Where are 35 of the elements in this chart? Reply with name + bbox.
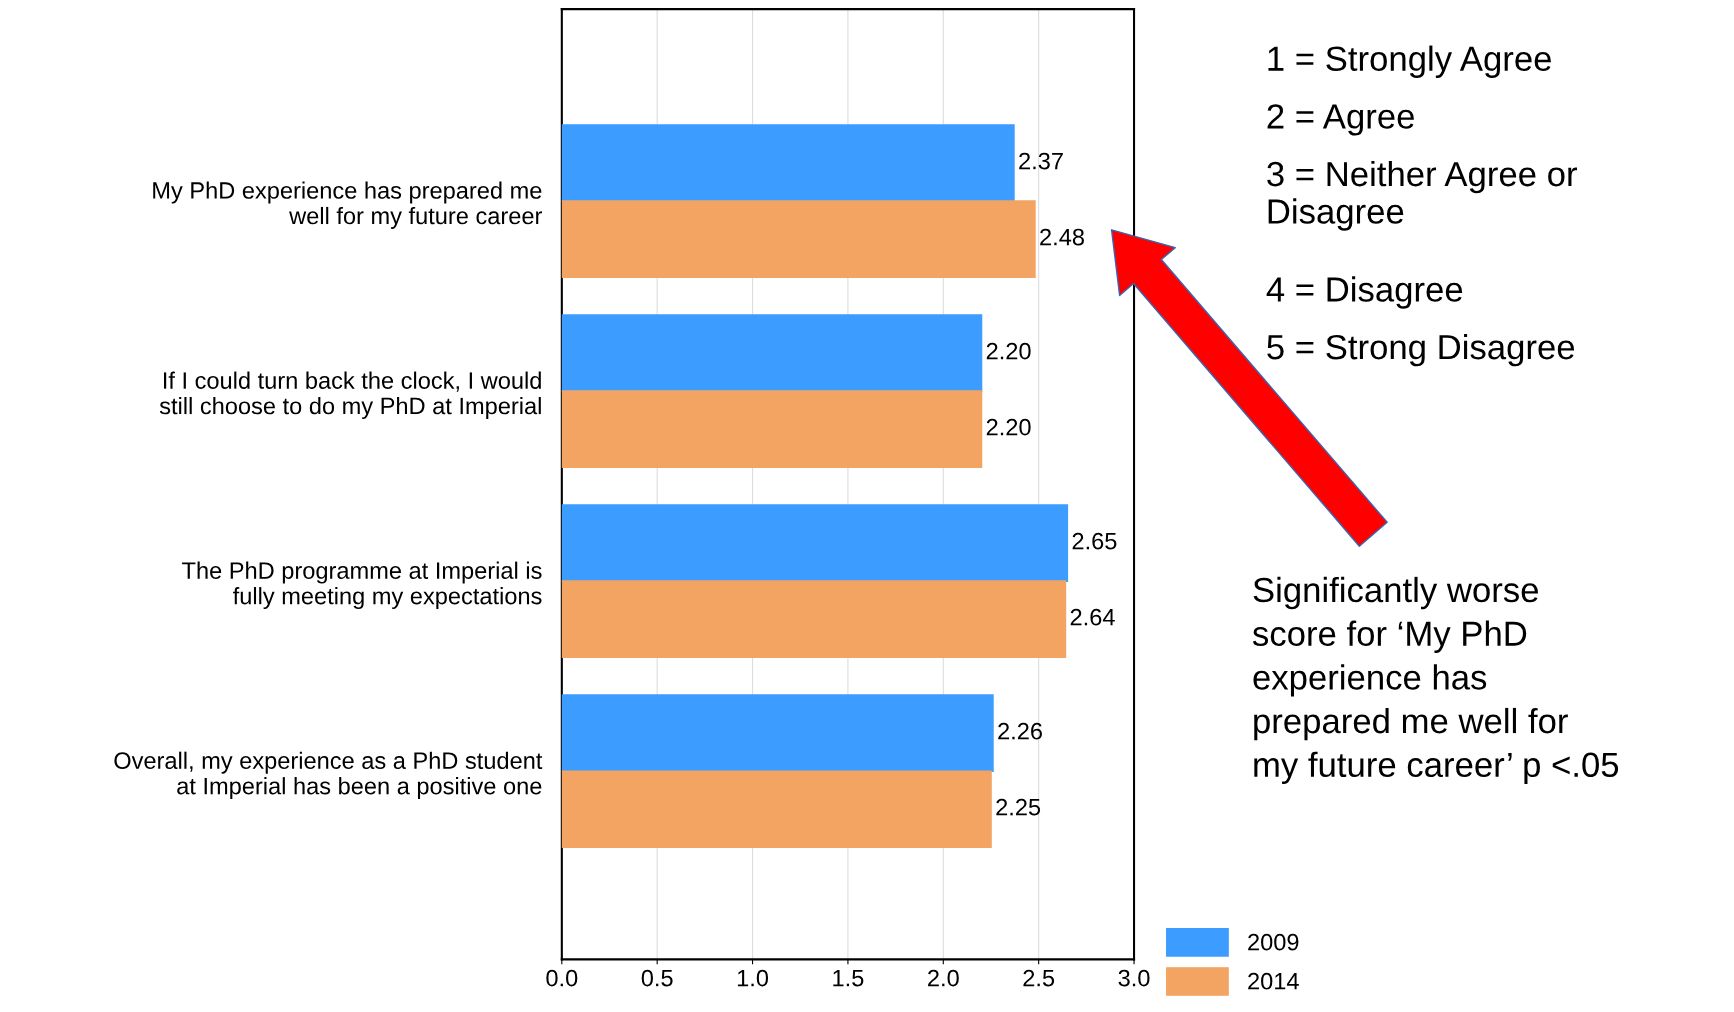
data-label: 2.64 <box>1070 608 1115 626</box>
y-tick-label: My PhD experience has prepared me well for my future career <box>153 181 542 229</box>
x-tick-label: 0.5 <box>641 969 673 987</box>
bar <box>561 200 1036 278</box>
data-label: 2.65 <box>1072 532 1117 550</box>
bar <box>561 580 1067 659</box>
text: 3 = Neither Agree or Disagree <box>1267 160 1577 231</box>
data-label: 2.37 <box>1019 152 1063 170</box>
data-label: 2.20 <box>986 418 1031 436</box>
y-tick-label: If I could turn back the clock, I would still choose to do my PhD at Imperial <box>159 371 541 419</box>
x-tick-label: 1.0 <box>737 969 769 987</box>
data-label: 2.20 <box>986 342 1031 360</box>
bar <box>561 770 992 849</box>
bar <box>561 504 1069 583</box>
data-label: 2.26 <box>998 722 1042 740</box>
y-tick-label: Overall, my experience as a PhD student at Imperial has been a positive one <box>114 751 543 800</box>
legend-label: 2009 <box>1248 933 1299 951</box>
x-tick-label: 1.5 <box>833 969 864 987</box>
bar <box>561 314 983 392</box>
bar <box>561 694 994 773</box>
text: 2 = Agree <box>1267 104 1414 136</box>
text: 5 = Strong Disagree <box>1267 333 1575 367</box>
bar <box>561 390 983 468</box>
y-tick-label: The PhD programme at Imperial is fully meeting my expectations <box>182 561 542 610</box>
x-tick-label: 3.0 <box>1118 969 1150 987</box>
x-tick-label: 2.0 <box>928 969 959 987</box>
x-tick-label: 2.5 <box>1023 969 1055 987</box>
bar <box>561 124 1015 202</box>
text: 1 = Strongly Agree <box>1268 45 1551 78</box>
legend-label: 2014 <box>1248 972 1299 990</box>
data-label: 2.25 <box>996 798 1041 816</box>
text: 4 = Disagree <box>1266 276 1463 309</box>
x-tick-label: 0.0 <box>546 969 578 987</box>
data-label: 2.48 <box>1040 228 1084 246</box>
text: Significantly worse score for ‘My PhD experience has prepared me well for my future career’ p <.05 <box>1252 576 1619 784</box>
